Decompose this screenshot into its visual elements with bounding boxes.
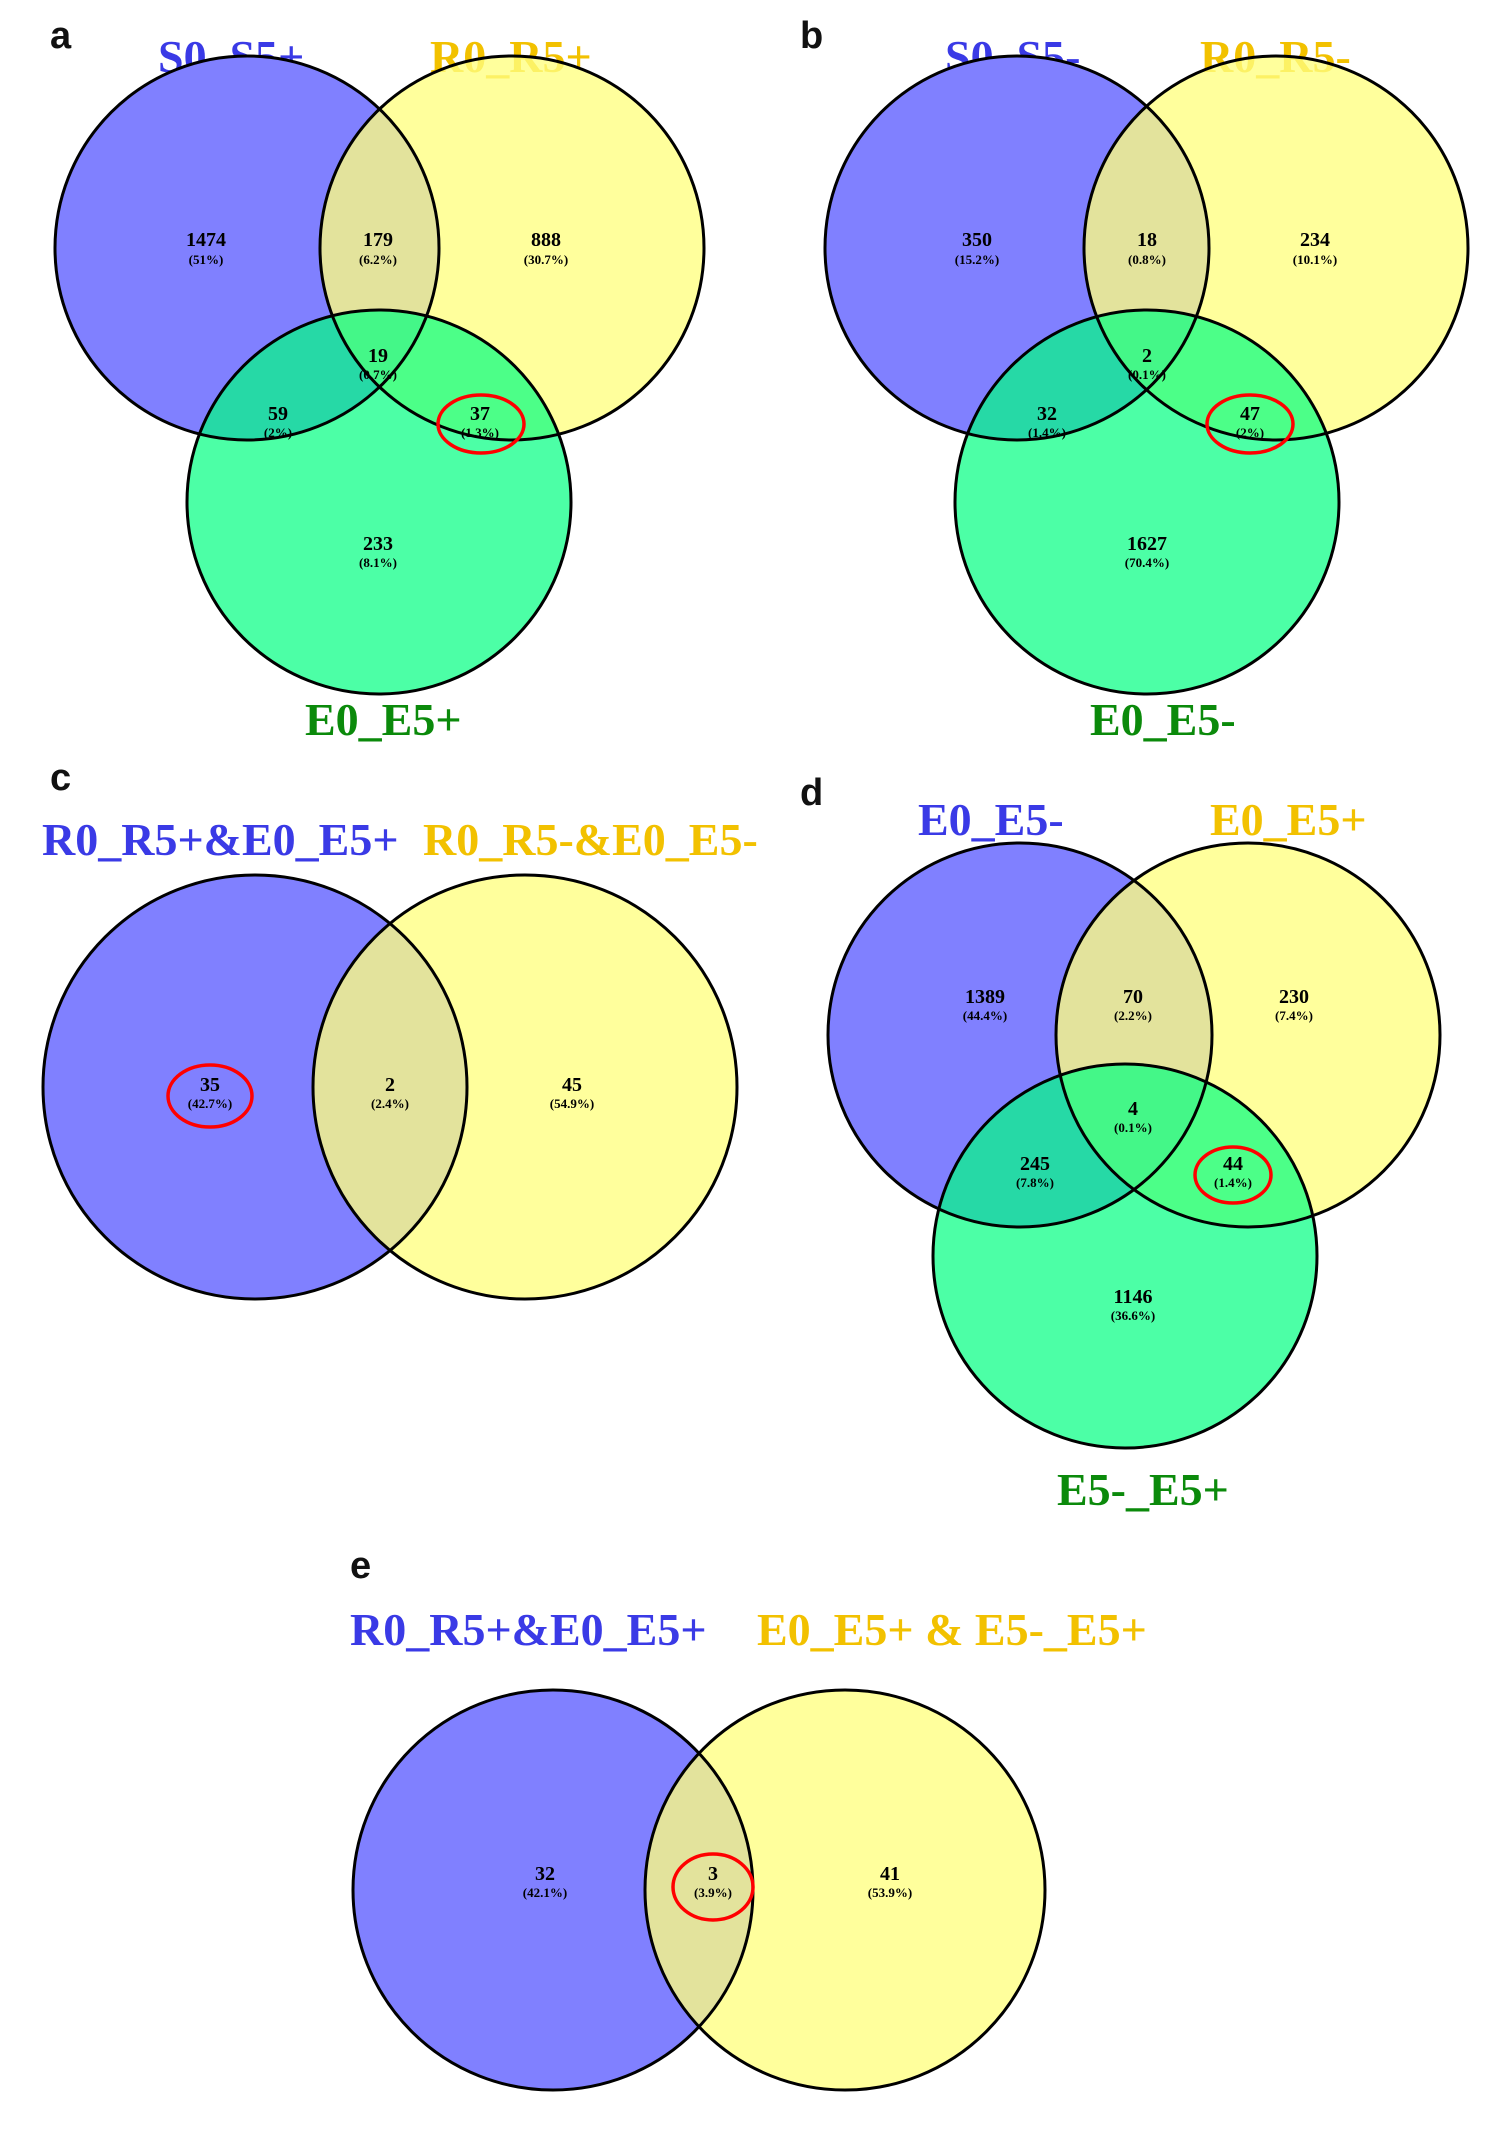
region-pct: (7.4%) bbox=[1275, 1008, 1313, 1023]
region-pct: (7.8%) bbox=[1016, 1175, 1054, 1190]
region-pct: (36.6%) bbox=[1111, 1308, 1155, 1323]
panel-d: d E0_E5- E0_E5+ E5-_E5+ 1389 (44.4%) 70 … bbox=[800, 772, 1442, 1515]
region-count: 70 bbox=[1123, 986, 1143, 1008]
region-count: 18 bbox=[1137, 229, 1157, 251]
panel-letter-d: d bbox=[800, 772, 823, 814]
region-count: 350 bbox=[962, 229, 992, 251]
set-label-left: R0_R5+&E0_E5+ bbox=[350, 1604, 707, 1655]
region-count: 59 bbox=[268, 403, 288, 425]
region-pct: (15.2%) bbox=[955, 252, 999, 267]
region-count: 1146 bbox=[1114, 1286, 1153, 1308]
panel-letter-c: c bbox=[50, 757, 71, 799]
region-count: 2 bbox=[385, 1074, 395, 1096]
region-count: 37 bbox=[470, 403, 490, 425]
highlight-ring bbox=[166, 1063, 254, 1129]
region-pct: (42.1%) bbox=[523, 1885, 567, 1900]
region-count: 3 bbox=[708, 1863, 718, 1885]
region-count: 19 bbox=[368, 345, 388, 367]
region-count: 233 bbox=[363, 533, 393, 555]
region-count: 2 bbox=[1142, 345, 1152, 367]
set-label-e0-e5-minus: E0_E5- bbox=[1090, 694, 1236, 745]
set-label-e0-e5-minus: E0_E5- bbox=[918, 794, 1064, 845]
region-pct: (2.2%) bbox=[1114, 1008, 1152, 1023]
set-label-e0-e5-plus: E0_E5+ bbox=[1210, 794, 1367, 845]
region-pct: (2%) bbox=[1236, 425, 1264, 440]
region-pct: (51%) bbox=[189, 252, 224, 267]
set-label-e5-minus-e5-plus: E5-_E5+ bbox=[1057, 1464, 1229, 1515]
region-pct: (30.7%) bbox=[524, 252, 568, 267]
region-pct: (3.9%) bbox=[694, 1885, 732, 1900]
panel-letter-b: b bbox=[800, 15, 823, 57]
region-count: 41 bbox=[880, 1863, 900, 1885]
region-count: 1474 bbox=[186, 229, 226, 251]
highlight-ring bbox=[1193, 1145, 1273, 1205]
region-count: 1389 bbox=[965, 986, 1005, 1008]
region-pct: (0.7%) bbox=[359, 367, 397, 382]
region-pct: (53.9%) bbox=[868, 1885, 912, 1900]
region-pct: (0.1%) bbox=[1114, 1120, 1152, 1135]
region-pct: (0.1%) bbox=[1128, 367, 1166, 382]
panel-e: e R0_R5+&E0_E5+ E0_E5+ & E5-_E5+ 32 (42.… bbox=[350, 1545, 1147, 2092]
region-pct: (0.8%) bbox=[1128, 252, 1166, 267]
highlight-ring bbox=[1205, 393, 1295, 455]
region-count: 44 bbox=[1223, 1153, 1243, 1175]
highlight-ring bbox=[436, 393, 526, 455]
region-count: 47 bbox=[1240, 403, 1260, 425]
region-pct: (1.4%) bbox=[1028, 425, 1066, 440]
region-pct: (2.4%) bbox=[371, 1096, 409, 1111]
region-count: 888 bbox=[531, 229, 561, 251]
panel-b: b S0_S5- R0_R5- E0_E5- 350 (15.2%) 18 (0… bbox=[800, 15, 1470, 745]
region-pct: (44.4%) bbox=[963, 1008, 1007, 1023]
venn-circle-e0-e5-minus bbox=[955, 310, 1339, 694]
region-pct: (42.7%) bbox=[188, 1096, 232, 1111]
panel-c: c R0_R5+&E0_E5+ R0_R5-&E0_E5- 35 (42.7%)… bbox=[41, 757, 758, 1301]
region-count: 32 bbox=[535, 1863, 555, 1885]
region-pct: (6.2%) bbox=[359, 252, 397, 267]
venn-circle-e5-minus-e5-plus bbox=[933, 1064, 1317, 1448]
region-count: 4 bbox=[1128, 1098, 1138, 1120]
venn-circle-right bbox=[313, 875, 737, 1299]
region-pct: (70.4%) bbox=[1125, 555, 1169, 570]
region-pct: (54.9%) bbox=[550, 1096, 594, 1111]
set-label-right: E0_E5+ & E5-_E5+ bbox=[757, 1604, 1147, 1655]
region-count: 45 bbox=[562, 1074, 582, 1096]
set-label-e0-e5-plus: E0_E5+ bbox=[305, 694, 462, 745]
region-count: 1627 bbox=[1127, 533, 1167, 555]
panel-letter-e: e bbox=[350, 1545, 371, 1587]
region-pct: (2%) bbox=[264, 425, 292, 440]
region-count: 230 bbox=[1279, 986, 1309, 1008]
venn-circle-e0-e5-plus bbox=[187, 310, 571, 694]
region-count: 245 bbox=[1020, 1153, 1050, 1175]
venn-circle-left bbox=[353, 1690, 753, 2090]
venn-circle-right bbox=[645, 1690, 1045, 2090]
set-label-right: R0_R5-&E0_E5- bbox=[423, 814, 758, 865]
region-count: 35 bbox=[200, 1074, 220, 1096]
region-count: 32 bbox=[1037, 403, 1057, 425]
region-pct: (10.1%) bbox=[1293, 252, 1337, 267]
panel-a: a S0_S5+ R0_R5+ E0_E5+ 1474 (51%) 179 (6… bbox=[50, 15, 706, 745]
region-pct: (1.3%) bbox=[461, 425, 499, 440]
highlight-ring bbox=[671, 1852, 755, 1922]
region-pct: (1.4%) bbox=[1214, 1175, 1252, 1190]
region-count: 234 bbox=[1300, 229, 1330, 251]
region-pct: (8.1%) bbox=[359, 555, 397, 570]
panel-letter-a: a bbox=[50, 15, 72, 57]
set-label-left: R0_R5+&E0_E5+ bbox=[42, 814, 399, 865]
region-count: 179 bbox=[363, 229, 393, 251]
